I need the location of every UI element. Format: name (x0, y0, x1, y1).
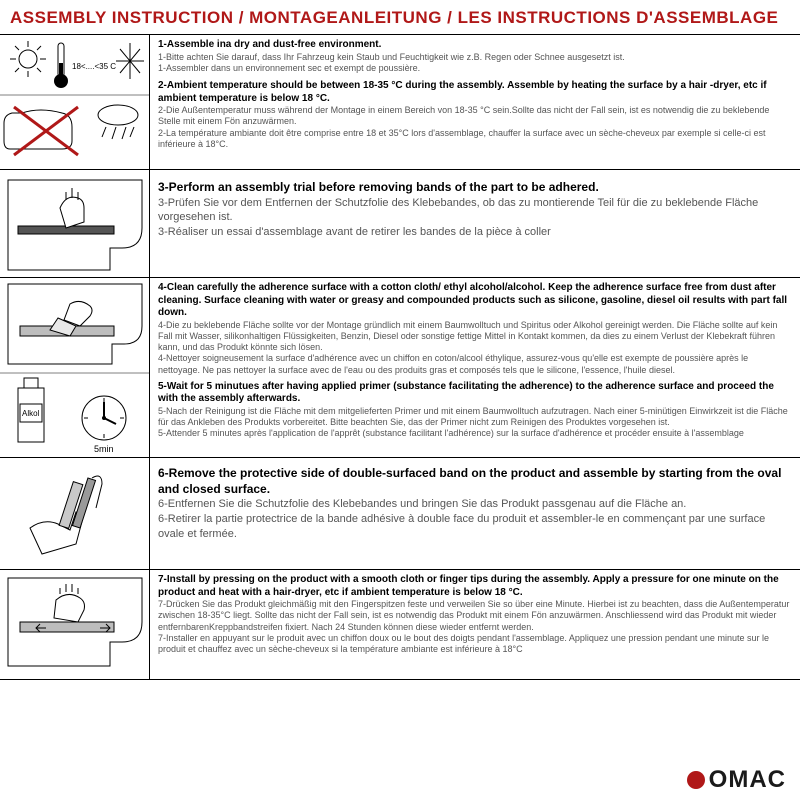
text-block-4-5: 4-Clean carefully the adherence surface … (150, 278, 800, 457)
temp-range-label: 18<....<35 C (72, 62, 116, 71)
step6-lead: 6-Remove the protective side of double-s… (158, 466, 792, 497)
step1-lead: 1-Assemble ina dry and dust-free environ… (158, 39, 792, 52)
step1-fr: 1-Assembler dans un environnement sec et… (158, 63, 792, 74)
instruction-page: ASSEMBLY INSTRUCTION / MONTAGEANLEITUNG … (0, 0, 800, 800)
row-3: Alkol 5min 4-Clean carefully the adheren… (0, 278, 800, 458)
step3-lead: 3-Perform an assembly trial before remov… (158, 180, 792, 196)
text-block-3: 3-Perform an assembly trial before remov… (150, 170, 800, 277)
step2-lead: 2-Ambient temperature should be between … (158, 80, 792, 105)
brand-name: OMAC (709, 766, 786, 794)
step7-fr: 7-Installer en appuyant sur le produit a… (158, 633, 792, 656)
row-4: 6-Remove the protective side of double-s… (0, 458, 800, 570)
row-2: 3-Perform an assembly trial before remov… (0, 170, 800, 278)
env-icon: 18<....<35 C (0, 35, 150, 170)
clean-prime-icon: Alkol 5min (0, 278, 150, 458)
brand-dot-icon (687, 771, 705, 789)
trial-icon (0, 170, 150, 278)
step3-de: 3-Prüfen Sie vor dem Entfernen der Schut… (158, 196, 792, 226)
step6-de: 6-Entfernen Sie die Schutzfolie des Kleb… (158, 497, 792, 512)
row-5: 7-Install by pressing on the product wit… (0, 570, 800, 680)
step2-fr: 2-La température ambiante doit être comp… (158, 128, 792, 151)
illus-7 (0, 570, 150, 679)
press-icon (0, 570, 150, 680)
step4-de: 4-Die zu beklebende Fläche sollte vor de… (158, 320, 792, 354)
footer: OMAC (687, 766, 786, 794)
step1-de: 1-Bitte achten Sie darauf, dass Ihr Fahr… (158, 52, 792, 63)
step4-fr: 4-Nettoyer soigneusement la surface d'ad… (158, 353, 792, 376)
step3-fr: 3-Réaliser un essai d'assemblage avant d… (158, 225, 792, 240)
text-block-6: 6-Remove the protective side of double-s… (150, 458, 800, 569)
step4-lead: 4-Clean carefully the adherence surface … (158, 282, 792, 320)
step5-lead: 5-Wait for 5 minutues after having appli… (158, 381, 792, 406)
illus-6 (0, 458, 150, 569)
row-1: 18<....<35 C (0, 35, 800, 170)
illus-3 (0, 170, 150, 277)
page-title: ASSEMBLY INSTRUCTION / MONTAGEANLEITUNG … (0, 0, 800, 35)
step2-de: 2-Die Außentemperatur muss während der M… (158, 105, 792, 128)
alcohol-label: Alkol (22, 409, 40, 418)
peel-icon (0, 458, 150, 570)
step6-fr: 6-Retirer la partie protectrice de la ba… (158, 512, 792, 542)
step7-lead: 7-Install by pressing on the product wit… (158, 574, 792, 599)
step7-de: 7-Drücken Sie das Produkt gleichmäßig mi… (158, 599, 792, 633)
illus-1: 18<....<35 C (0, 35, 150, 169)
text-block-7: 7-Install by pressing on the product wit… (150, 570, 800, 679)
illus-4-5: Alkol 5min (0, 278, 150, 457)
step5-de: 5-Nach der Reinigung ist die Fläche mit … (158, 406, 792, 429)
step5-fr: 5-Attender 5 minutes après l'application… (158, 428, 792, 439)
text-block-1-2: 1-Assemble ina dry and dust-free environ… (150, 35, 800, 169)
wait-label: 5min (94, 444, 114, 454)
